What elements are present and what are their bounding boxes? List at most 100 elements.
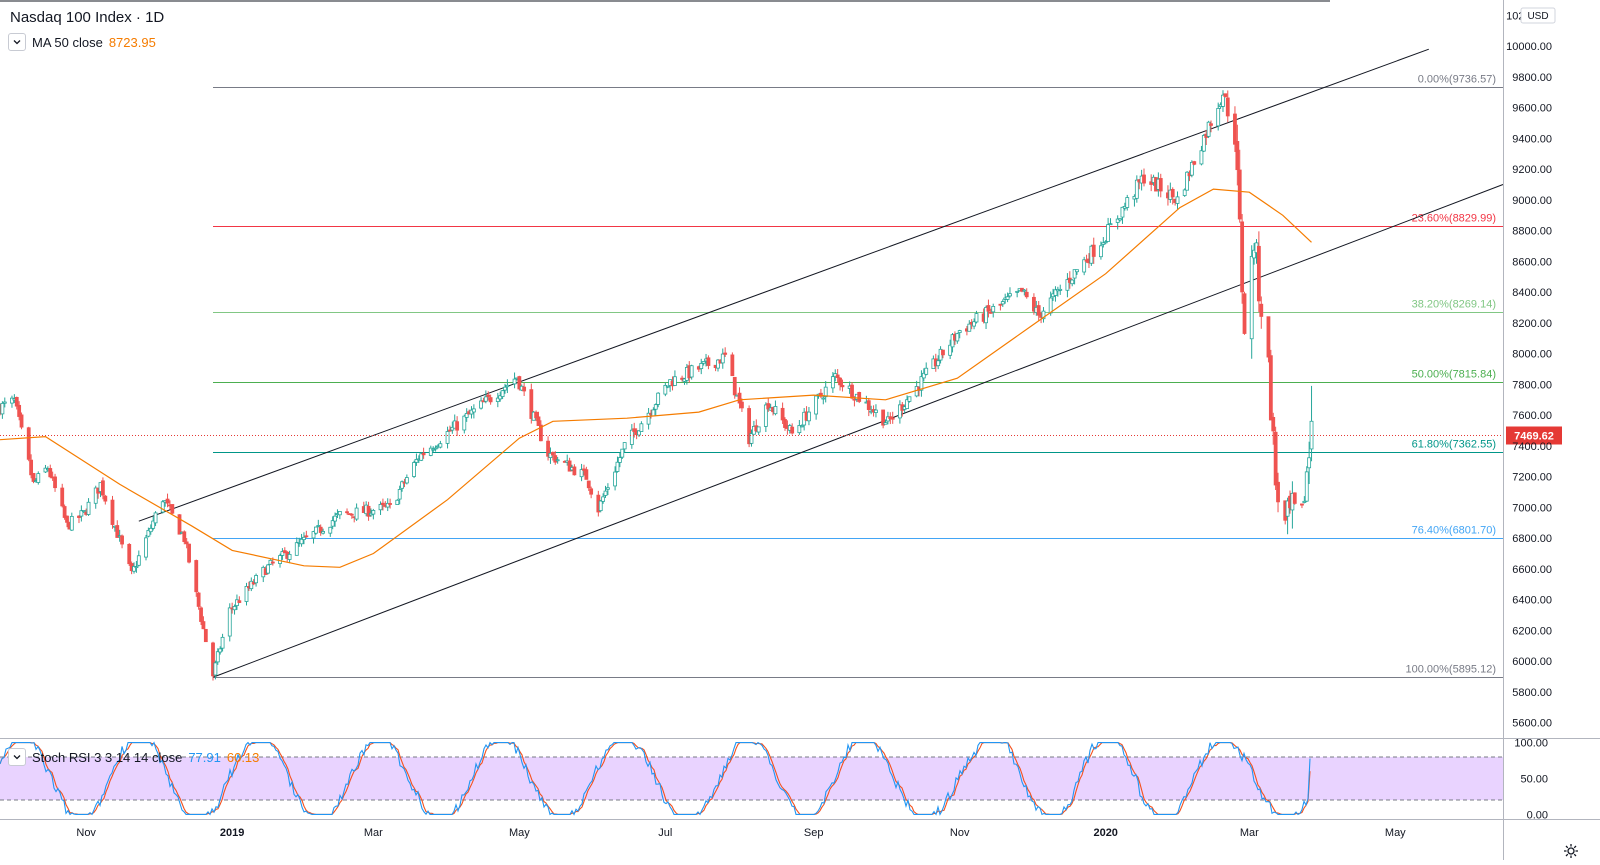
currency-box bbox=[1520, 7, 1556, 24]
candle-body bbox=[948, 344, 953, 356]
candle-body bbox=[146, 530, 151, 537]
candle-body bbox=[720, 353, 725, 364]
candle-body bbox=[194, 560, 199, 593]
candle-body bbox=[512, 378, 517, 385]
candle-body bbox=[201, 621, 206, 630]
time-tick-label: 2019 bbox=[220, 827, 244, 839]
stoch-k-value: 77.91 bbox=[188, 749, 221, 765]
candle-body bbox=[1032, 296, 1036, 312]
candle-body bbox=[637, 430, 641, 436]
candle-body bbox=[1106, 224, 1111, 242]
candle-body bbox=[589, 488, 594, 495]
chevron-down-icon bbox=[13, 755, 21, 760]
candle-body bbox=[431, 448, 436, 451]
price-tick-label: 9400.00 bbox=[1512, 133, 1552, 145]
candle-body bbox=[651, 409, 656, 417]
candle-body bbox=[1101, 242, 1106, 245]
candle-body bbox=[349, 513, 354, 516]
price-tick-label: 6600.00 bbox=[1512, 564, 1552, 576]
candle-body bbox=[615, 461, 620, 472]
candle-body bbox=[601, 496, 606, 502]
candle-body bbox=[187, 543, 191, 563]
oscillator-group: 0.00 50.00 100.00 bbox=[0, 738, 1548, 821]
candle-body bbox=[299, 538, 304, 545]
stoch-tick-label: 50.00 bbox=[1520, 774, 1548, 786]
candle-body bbox=[534, 411, 539, 419]
stoch-band bbox=[0, 756, 1503, 801]
candle-body bbox=[314, 526, 318, 534]
price-tick-label: 9000.00 bbox=[1512, 195, 1552, 207]
candle-body bbox=[445, 431, 450, 444]
candle-body bbox=[890, 417, 895, 420]
candle-body bbox=[479, 400, 483, 409]
candle-body bbox=[488, 397, 493, 403]
candle-body bbox=[330, 520, 335, 527]
price-tick-label: 8600.00 bbox=[1512, 256, 1552, 268]
ma-legend: MA 50 close 8723.95 bbox=[8, 33, 156, 51]
candle-body bbox=[287, 553, 292, 560]
candle-body bbox=[689, 365, 694, 378]
price-tick-label: 6000.00 bbox=[1512, 656, 1552, 668]
stoch-d-value: 60.13 bbox=[226, 749, 260, 765]
candle-body bbox=[280, 551, 285, 556]
candle-body bbox=[1300, 503, 1304, 506]
candle-body bbox=[486, 394, 491, 397]
candle-body bbox=[732, 376, 737, 396]
candle-body bbox=[907, 396, 912, 402]
fib-label: 61.80%(7362.55) bbox=[1412, 439, 1496, 451]
candle-body bbox=[701, 361, 706, 364]
candle-body bbox=[706, 357, 711, 366]
candle-body bbox=[1292, 492, 1297, 504]
candle-body bbox=[14, 397, 19, 407]
candle-body bbox=[613, 471, 617, 487]
ma-collapse-button[interactable] bbox=[8, 33, 26, 51]
candle-body bbox=[136, 555, 141, 566]
candle-body bbox=[433, 447, 438, 450]
candle-body bbox=[148, 527, 153, 533]
candle-body bbox=[385, 502, 390, 508]
candle-body bbox=[1070, 279, 1075, 285]
candle-body bbox=[316, 525, 321, 527]
candle-body bbox=[103, 495, 108, 502]
candle-body bbox=[797, 425, 802, 434]
candle-body bbox=[1024, 291, 1029, 298]
candle-body bbox=[1175, 196, 1180, 204]
candle-body bbox=[991, 306, 996, 313]
time-tick-label: Sep bbox=[804, 827, 824, 839]
candle-body bbox=[883, 422, 888, 425]
candle-body bbox=[43, 467, 48, 473]
candle-body bbox=[294, 542, 299, 556]
candle-body bbox=[1099, 245, 1103, 258]
fibonacci-group: 0.00%(9736.57) 23.60%(8829.99) 38.20%(8269… bbox=[213, 74, 1503, 678]
candle-body bbox=[632, 428, 637, 433]
candle-body bbox=[941, 349, 945, 356]
candle-body bbox=[1249, 255, 1254, 340]
candle-body bbox=[397, 489, 402, 500]
candle-body bbox=[1120, 206, 1125, 218]
stoch-collapse-button[interactable] bbox=[8, 748, 26, 766]
candle-body bbox=[663, 385, 668, 395]
candle-body bbox=[1115, 218, 1120, 223]
candle-body bbox=[333, 515, 337, 522]
candle-body bbox=[371, 510, 376, 515]
candle-body bbox=[498, 395, 503, 400]
candle-body bbox=[211, 642, 215, 677]
candle-body bbox=[500, 390, 505, 397]
price-tick-label: 8400.00 bbox=[1512, 287, 1552, 299]
candle-body bbox=[1005, 296, 1010, 300]
candle-body bbox=[1103, 241, 1108, 244]
gear-icon[interactable] bbox=[1563, 843, 1579, 859]
candle-body bbox=[110, 499, 115, 525]
candle-body bbox=[249, 580, 254, 590]
candle-body bbox=[1304, 471, 1309, 502]
candle-body bbox=[936, 360, 941, 367]
price-tick-label: 8200.00 bbox=[1512, 318, 1552, 330]
time-tick-label: May bbox=[509, 827, 530, 839]
price-tick-label: 6800.00 bbox=[1512, 533, 1552, 545]
candle-body bbox=[48, 468, 53, 478]
candle-body bbox=[673, 376, 677, 386]
price-tick-label: 9200.00 bbox=[1512, 164, 1552, 176]
candle-body bbox=[1221, 94, 1225, 107]
